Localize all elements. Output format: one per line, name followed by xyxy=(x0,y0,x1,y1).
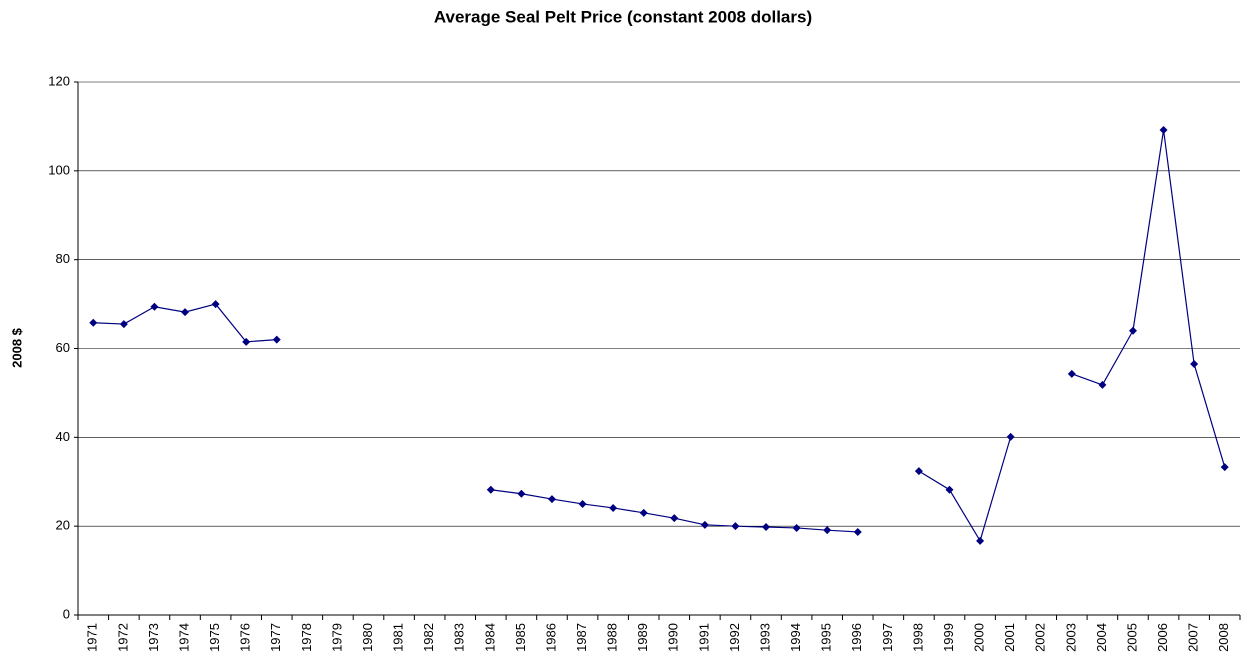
marker xyxy=(762,523,771,532)
x-tick-label: 1989 xyxy=(635,623,650,652)
x-tick-label: 1985 xyxy=(513,623,528,652)
marker xyxy=(914,467,923,476)
marker xyxy=(242,337,251,346)
line xyxy=(918,436,1012,543)
x-tick-label: 2004 xyxy=(1094,623,1109,652)
marker xyxy=(853,527,862,536)
marker xyxy=(823,526,832,535)
marker xyxy=(1067,369,1076,378)
y-tick-label: 120 xyxy=(48,73,70,88)
x-tick-label: 1974 xyxy=(176,623,191,652)
marker xyxy=(639,508,648,517)
marker xyxy=(792,523,801,532)
y-tick-label: 100 xyxy=(48,162,70,177)
y-tick-label: 60 xyxy=(56,340,70,355)
x-tick-label: 1981 xyxy=(391,623,406,652)
marker xyxy=(181,308,190,317)
line xyxy=(490,489,858,533)
x-tick-label: 1983 xyxy=(452,623,467,652)
x-tick-label: 2000 xyxy=(972,623,987,652)
marker xyxy=(976,536,985,545)
x-tick-label: 1979 xyxy=(329,623,344,652)
marker xyxy=(1098,380,1107,389)
chart-title: Average Seal Pelt Price (constant 2008 d… xyxy=(434,7,812,26)
y-tick-label: 40 xyxy=(56,429,70,444)
marker xyxy=(486,485,495,494)
line xyxy=(1071,129,1226,468)
x-tick-label: 1980 xyxy=(360,623,375,652)
x-tick-label: 2001 xyxy=(1002,623,1017,652)
marker xyxy=(670,514,679,523)
x-tick-label: 2005 xyxy=(1124,623,1139,652)
y-axis-label: 2008 $ xyxy=(9,327,24,368)
x-tick-label: 1997 xyxy=(880,623,895,652)
x-tick-label: 1982 xyxy=(421,623,436,652)
x-tick-label: 1993 xyxy=(757,623,772,652)
x-tick-label: 1973 xyxy=(146,623,161,652)
x-tick-label: 1996 xyxy=(849,623,864,652)
marker xyxy=(1190,360,1199,369)
marker xyxy=(517,489,526,498)
y-tick-label: 20 xyxy=(56,518,70,533)
x-tick-label: 1986 xyxy=(543,623,558,652)
x-tick-label: 1988 xyxy=(605,623,620,652)
x-tick-label: 2002 xyxy=(1033,623,1048,652)
x-tick-label: 1990 xyxy=(666,623,681,652)
marker xyxy=(1006,432,1015,441)
x-tick-label: 1999 xyxy=(941,623,956,652)
x-tick-label: 1998 xyxy=(910,623,925,652)
marker xyxy=(700,520,709,529)
x-tick-label: 1987 xyxy=(574,623,589,652)
x-tick-label: 1975 xyxy=(207,623,222,652)
x-tick-label: 1984 xyxy=(482,623,497,652)
marker xyxy=(547,495,556,504)
x-tick-label: 1972 xyxy=(115,623,130,652)
x-tick-label: 1977 xyxy=(268,623,283,652)
marker xyxy=(945,485,954,494)
marker xyxy=(578,499,587,508)
y-tick-label: 80 xyxy=(56,251,70,266)
x-tick-label: 2003 xyxy=(1063,623,1078,652)
marker xyxy=(1220,463,1229,472)
x-tick-label: 2007 xyxy=(1186,623,1201,652)
marker xyxy=(609,503,618,512)
marker xyxy=(1159,125,1168,134)
x-tick-label: 1995 xyxy=(819,623,834,652)
x-tick-label: 1976 xyxy=(238,623,253,652)
x-tick-label: 1978 xyxy=(299,623,314,652)
x-tick-label: 2006 xyxy=(1155,623,1170,652)
x-tick-label: 1992 xyxy=(727,623,742,652)
marker xyxy=(119,320,128,329)
marker xyxy=(150,302,159,311)
marker xyxy=(731,522,740,531)
x-tick-label: 2008 xyxy=(1216,623,1231,652)
marker xyxy=(89,318,98,327)
marker xyxy=(1128,326,1137,335)
marker xyxy=(211,300,220,309)
x-tick-label: 1971 xyxy=(85,623,100,652)
x-tick-label: 1991 xyxy=(696,623,711,652)
marker xyxy=(272,335,281,344)
x-tick-label: 1994 xyxy=(788,623,803,652)
y-tick-label: 0 xyxy=(63,606,70,621)
